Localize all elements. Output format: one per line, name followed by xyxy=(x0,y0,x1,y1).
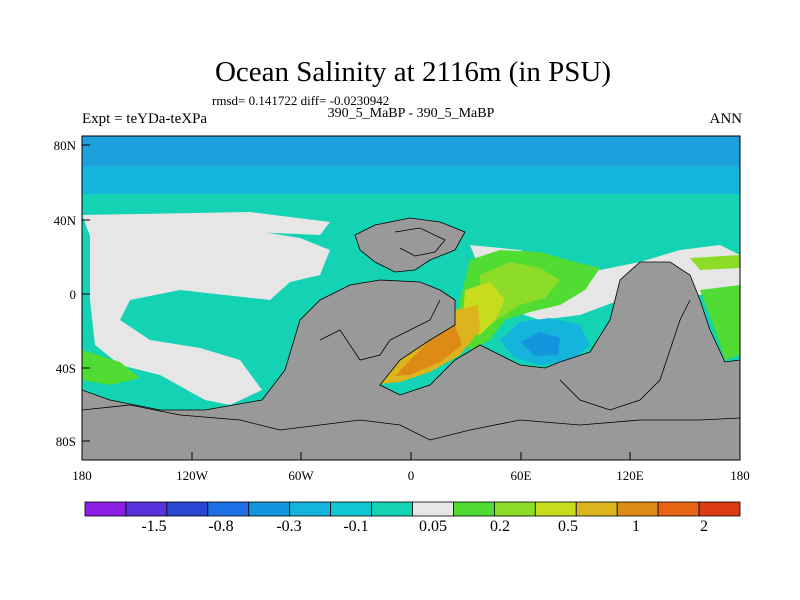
land-americas xyxy=(82,261,740,460)
east-green-patch xyxy=(700,285,740,360)
colorbar-swatch xyxy=(248,501,291,517)
colorbar-label-9: 2 xyxy=(700,518,708,535)
near-zero-pacific xyxy=(90,225,330,405)
y-tick-label-80s: 80S xyxy=(55,434,76,449)
x-tick-label-120e: 120E xyxy=(616,468,644,483)
y-tick-label-0: 0 xyxy=(69,287,77,302)
coastline-africa xyxy=(559,299,691,411)
x-tick-label-120w: 120W xyxy=(176,468,208,483)
coastline-antarctica xyxy=(82,404,740,441)
colorbar-swatch xyxy=(698,501,741,517)
colorbar-label-8: 1 xyxy=(632,518,640,535)
colorbar-swatch xyxy=(207,501,250,517)
east-light-green-patch xyxy=(690,255,740,270)
x-tick-label-0: 0 xyxy=(407,468,415,483)
colorbar-label-1: -1.5 xyxy=(141,518,167,535)
x-tick-label-180w: 180 xyxy=(72,468,92,483)
colorbar-swatch xyxy=(575,501,618,517)
colorbar-label-3: -0.3 xyxy=(276,518,302,535)
positive-lime-zone xyxy=(480,262,560,330)
colorbar-label-5: 0.05 xyxy=(419,518,447,535)
y-axis-ticks xyxy=(82,144,90,442)
colorbar-swatch xyxy=(534,501,577,517)
near-zero-north-pacific xyxy=(82,212,330,236)
negative-blue-zone xyxy=(520,332,560,356)
colorbar-swatch xyxy=(289,501,332,517)
chart-title: Ocean Salinity at 2116m (in PSU) xyxy=(214,56,612,88)
colorbar-swatch xyxy=(125,501,168,517)
colorbar-swatch xyxy=(493,501,536,517)
arctic-band-blue xyxy=(82,136,740,166)
colorbar-swatch xyxy=(166,501,209,517)
colorbar-swatch xyxy=(371,501,413,517)
colorbar-label-6: 0.2 xyxy=(490,518,510,535)
map-area xyxy=(82,136,740,460)
colorbar-label-7: 0.5 xyxy=(558,518,578,535)
y-tick-label-80n: 80N xyxy=(53,138,76,153)
colorbar-label-2: -0.8 xyxy=(208,518,234,535)
season-label: ANN xyxy=(709,111,743,127)
stats-line: rmsd= 0.141722 diff= -0.0230942 xyxy=(212,93,390,108)
coastline-greenland-inner xyxy=(394,227,446,257)
land-greenland-europe xyxy=(354,217,466,273)
coastline-americas-inner xyxy=(319,299,441,361)
colorbar-swatch xyxy=(84,501,127,517)
x-tick-label-180e: 180 xyxy=(730,468,750,483)
y-tick-label-40s: 40S xyxy=(55,361,76,376)
x-tick-label-60e: 60E xyxy=(510,468,532,483)
colorbar-swatch xyxy=(412,501,454,517)
arctic-band-cyan xyxy=(82,166,740,194)
colorbar-swatch xyxy=(453,501,495,517)
x-axis-ticks xyxy=(81,452,741,460)
colorbar-swatch xyxy=(657,501,700,517)
x-tick-label-60w: 60W xyxy=(288,468,314,483)
experiment-label: Expt = teYDa-teXPa xyxy=(82,111,208,127)
colorbar-label-4: -0.1 xyxy=(343,518,369,535)
colorbar-swatch xyxy=(330,501,372,517)
subtitle: 390_5_MaBP - 390_5_MaBP xyxy=(327,106,495,121)
southwest-green-patch xyxy=(82,350,140,385)
colorbar xyxy=(84,501,741,517)
colorbar-swatch xyxy=(616,501,659,517)
y-tick-label-40n: 40N xyxy=(53,213,76,228)
positive-dark-orange-zone xyxy=(395,325,462,376)
